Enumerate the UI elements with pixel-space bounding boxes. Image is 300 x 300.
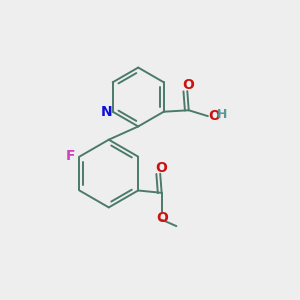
Text: O: O — [155, 161, 167, 175]
Text: F: F — [65, 149, 75, 163]
Text: N: N — [100, 105, 112, 119]
Text: O: O — [156, 211, 168, 225]
Text: O: O — [208, 109, 220, 122]
Text: H: H — [217, 109, 227, 122]
Text: O: O — [182, 78, 194, 92]
